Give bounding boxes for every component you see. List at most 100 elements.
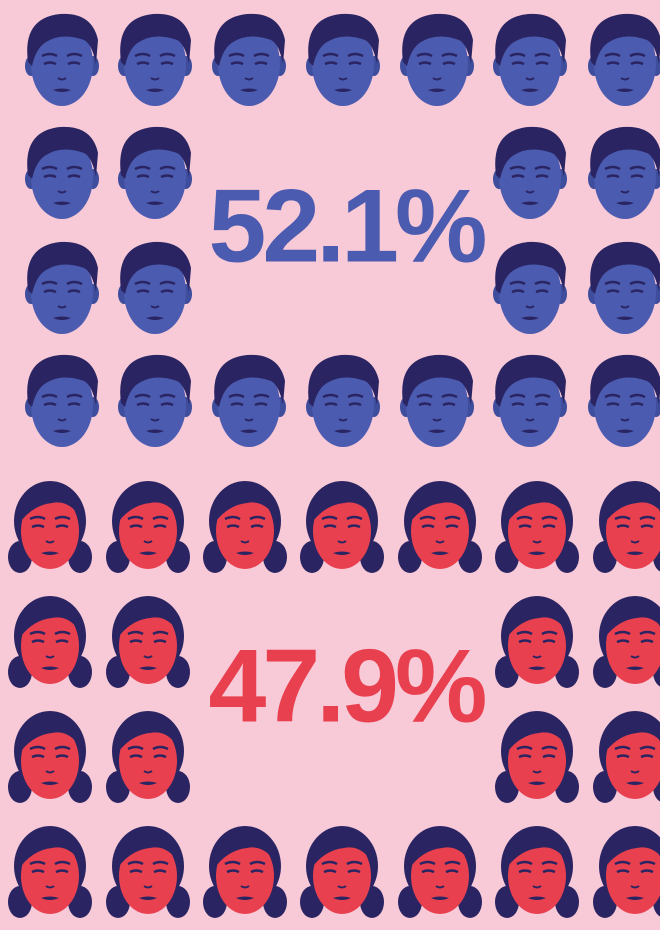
eyes — [129, 754, 167, 759]
head — [606, 493, 660, 569]
mouth — [626, 896, 644, 900]
head — [119, 493, 177, 569]
nose — [143, 655, 153, 659]
mouth — [626, 666, 644, 670]
eyes — [616, 754, 654, 759]
eyes — [129, 639, 167, 644]
nose — [57, 190, 67, 194]
mouth — [521, 201, 539, 205]
mouth — [41, 896, 59, 900]
nose — [150, 305, 160, 309]
eyes — [616, 869, 654, 874]
brow — [604, 52, 646, 58]
head — [313, 838, 371, 914]
head — [594, 250, 656, 334]
eyes — [518, 869, 556, 874]
eyes — [230, 402, 268, 407]
brow — [614, 860, 656, 866]
girl-face — [300, 826, 384, 918]
mouth — [333, 896, 351, 900]
nose — [432, 77, 442, 81]
mouth — [616, 201, 634, 205]
eyes — [324, 61, 362, 66]
girl-face — [203, 481, 287, 573]
nose — [150, 77, 160, 81]
girl-face — [8, 481, 92, 573]
brow — [224, 860, 266, 866]
fringe — [603, 604, 660, 640]
eyes — [616, 639, 654, 644]
head — [312, 22, 374, 106]
mouth — [146, 429, 164, 433]
brow — [41, 165, 83, 171]
head — [406, 363, 468, 447]
fringe — [505, 719, 570, 755]
nose — [45, 885, 55, 889]
head — [124, 363, 186, 447]
brow — [322, 52, 364, 58]
nose — [525, 77, 535, 81]
brow — [614, 630, 656, 636]
eyes — [43, 174, 81, 179]
girl-face — [300, 481, 384, 573]
brow — [134, 165, 176, 171]
head — [508, 723, 566, 799]
eyes — [324, 402, 362, 407]
head — [499, 250, 561, 334]
girl-face — [593, 711, 660, 803]
nose — [435, 885, 445, 889]
mouth — [521, 429, 539, 433]
girl-face — [8, 826, 92, 918]
fringe — [408, 489, 473, 525]
nose — [57, 418, 67, 422]
eyes — [323, 869, 361, 874]
mouth — [528, 551, 546, 555]
mouth — [528, 781, 546, 785]
nose — [57, 77, 67, 81]
boy-face — [400, 13, 474, 106]
mouth — [139, 781, 157, 785]
fringe — [116, 489, 181, 525]
brow — [127, 860, 169, 866]
fringe — [603, 489, 660, 525]
eyes — [616, 524, 654, 529]
nose — [532, 770, 542, 774]
nose — [620, 190, 630, 194]
head — [411, 838, 469, 914]
mouth — [146, 88, 164, 92]
mouth — [334, 429, 352, 433]
mouth — [53, 201, 71, 205]
share-label: 47.9% — [209, 628, 485, 744]
nose — [240, 885, 250, 889]
boy-face — [588, 241, 660, 334]
mouth — [334, 88, 352, 92]
brow — [41, 52, 83, 58]
head — [21, 838, 79, 914]
brow — [228, 52, 270, 58]
girl-face — [593, 826, 660, 918]
brow — [127, 515, 169, 521]
nose — [435, 540, 445, 544]
head — [499, 363, 561, 447]
fringe — [505, 604, 570, 640]
brow — [416, 52, 458, 58]
hair — [27, 241, 98, 294]
share-label: 52.1% — [209, 168, 485, 284]
girl-face — [495, 711, 579, 803]
fringe — [310, 489, 375, 525]
head — [124, 22, 186, 106]
nose — [337, 540, 347, 544]
eyes — [518, 639, 556, 644]
nose — [244, 418, 254, 422]
nose — [630, 540, 640, 544]
girl-face — [495, 826, 579, 918]
nose — [150, 190, 160, 194]
mouth — [53, 316, 71, 320]
brow — [516, 630, 558, 636]
brow — [228, 393, 270, 399]
boy-face — [493, 241, 567, 334]
boy-face — [493, 126, 567, 219]
eyes — [518, 754, 556, 759]
head — [606, 608, 660, 684]
eyes — [31, 869, 69, 874]
